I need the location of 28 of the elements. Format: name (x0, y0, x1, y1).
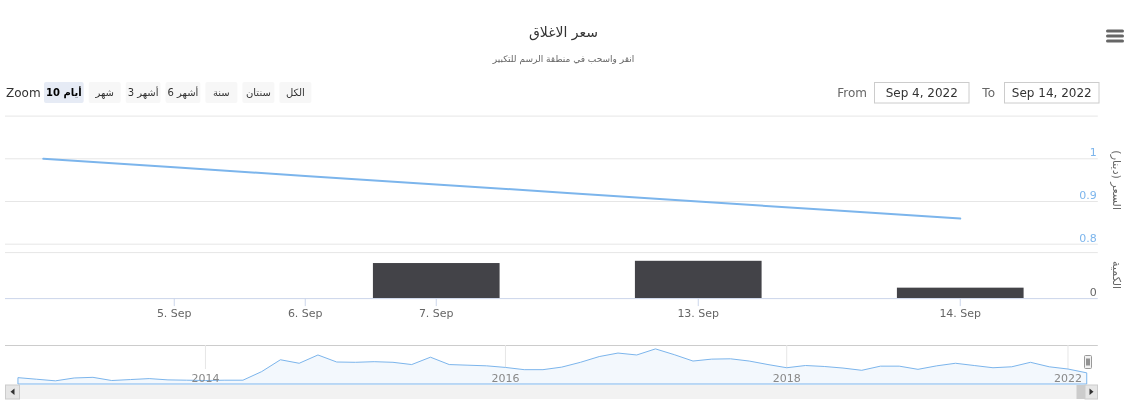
y-tick-label: 1 (1089, 146, 1097, 160)
y-tick-label: 0.9 (1079, 189, 1097, 202)
y-axis-title: السعر (دينار) (1110, 150, 1123, 210)
range-button: الكل (279, 82, 312, 103)
y-tick-label: 0 (1089, 285, 1097, 299)
y-axis-title: الكمية (1110, 261, 1123, 290)
y-tick-label: 0.8 (1079, 231, 1097, 245)
zoom-label: Zoom (6, 85, 41, 100)
range-button: سنتان (242, 82, 275, 103)
x-tick-label: 6. Sep (287, 307, 323, 321)
x-tick-label: 2016 (491, 371, 520, 385)
range-button: 10 أيام (44, 82, 84, 103)
to-label: To (982, 85, 995, 100)
x-tick-label: 2022 (1054, 371, 1082, 385)
range-button: 6 أشهر (165, 82, 201, 103)
x-tick-label: 2018 (772, 371, 801, 385)
x-tick-label: 5. Sep (156, 307, 192, 321)
date-input: Sep 14, 2022 (1004, 82, 1100, 104)
date-input: Sep 4, 2022 (874, 82, 970, 104)
range-button: سنة (205, 82, 238, 103)
title: سعر الاغلاق (528, 24, 599, 40)
x-tick-label: 14. Sep (939, 307, 982, 321)
x-tick-label: 7. Sep (418, 307, 454, 321)
subtitle: انقر واسحب في منطقة الرسم للتكبير (492, 54, 635, 64)
x-tick-label: 13. Sep (677, 307, 720, 321)
from-label: From (837, 85, 867, 100)
range-button: شهر (88, 82, 121, 103)
range-button: 3 أشهر (125, 82, 161, 103)
